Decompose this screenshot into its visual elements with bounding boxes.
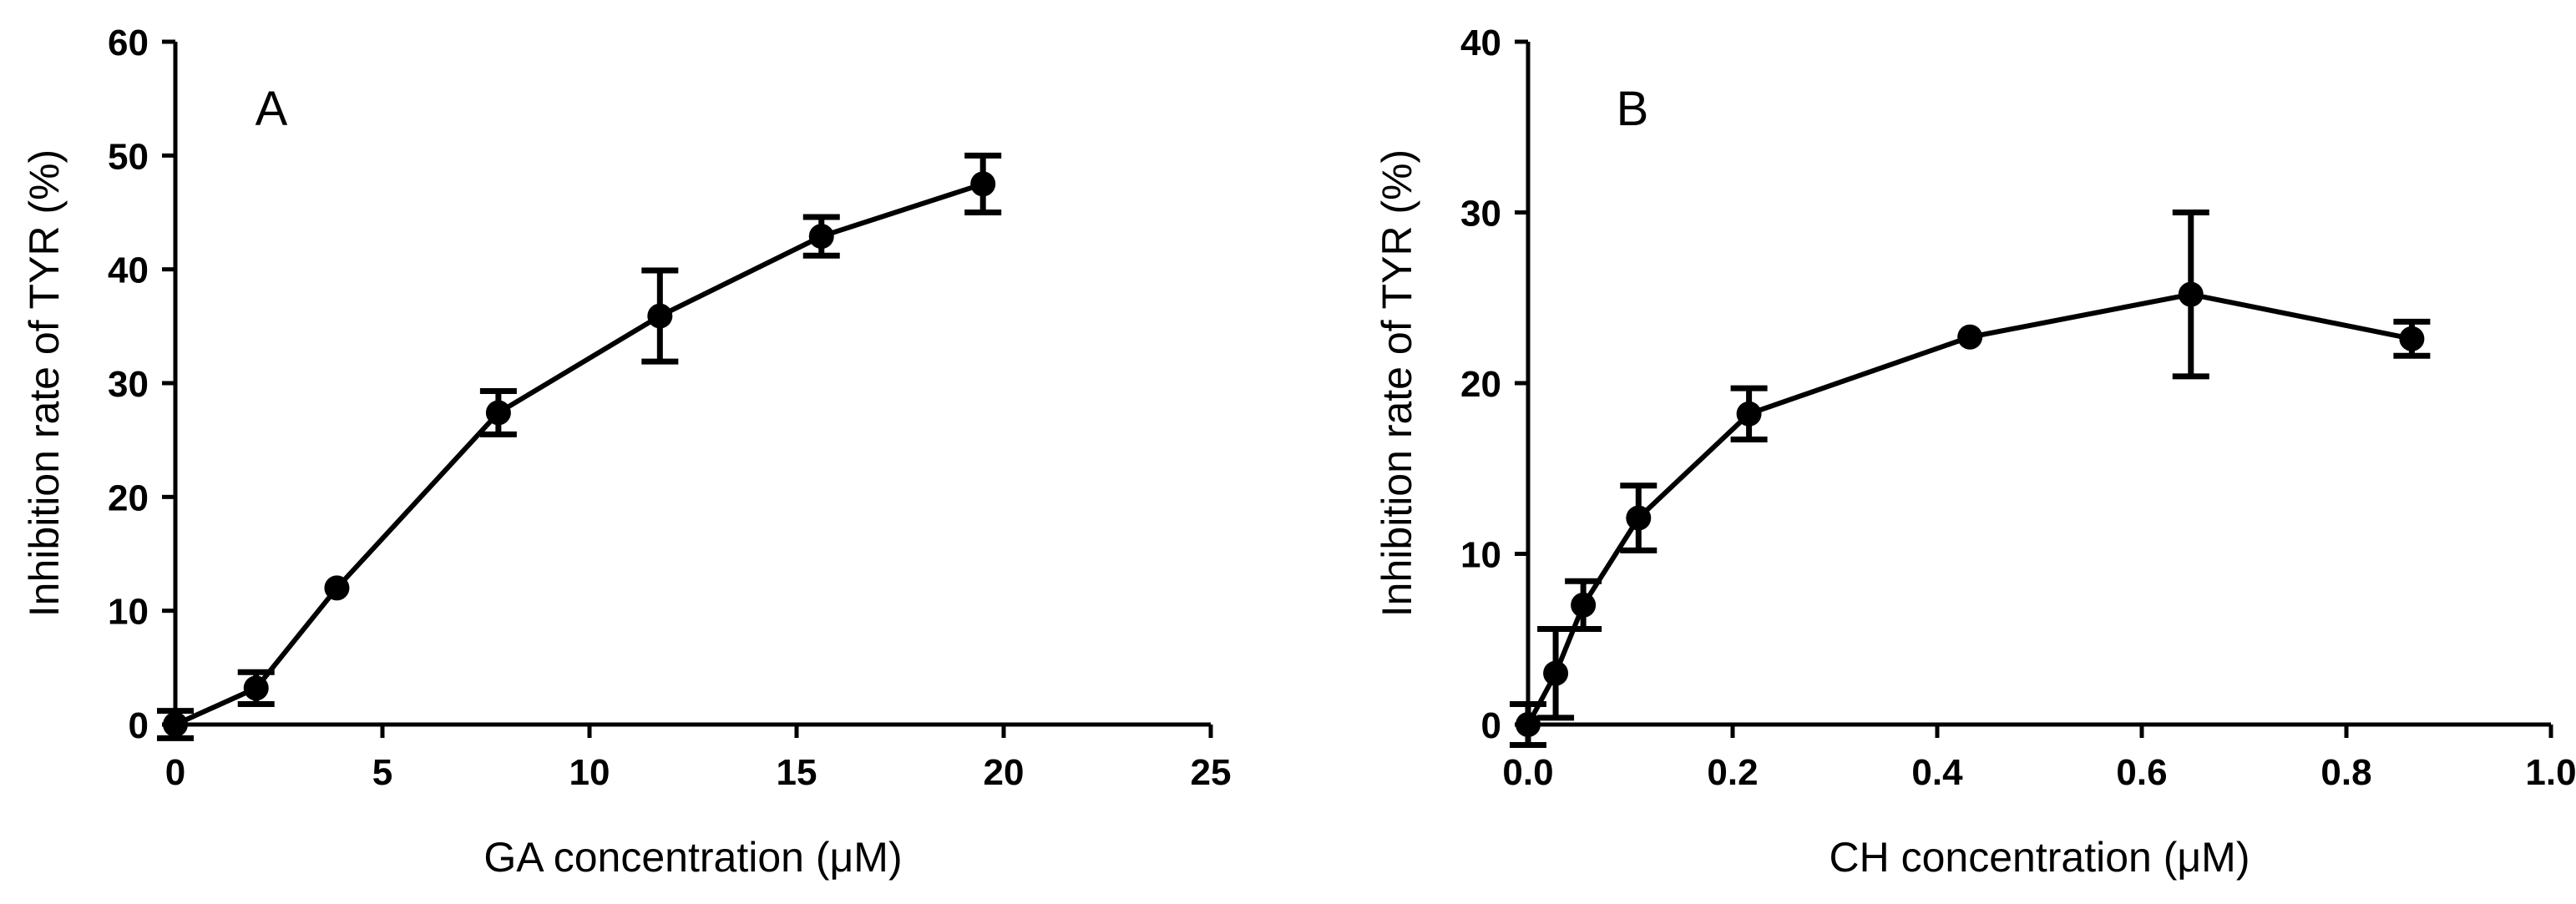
- data-point: [970, 171, 996, 197]
- y-axis-title: Inhibition rate of TYR (%): [21, 149, 68, 617]
- y-tick-label: 30: [1460, 194, 1501, 235]
- x-axis-title: CH concentration (μM): [1830, 834, 2250, 881]
- y-tick-label: 10: [108, 592, 149, 633]
- panel-label: A: [256, 82, 288, 136]
- data-point: [324, 575, 350, 601]
- x-tick-label: 25: [1191, 752, 1232, 793]
- data-point: [243, 675, 269, 701]
- x-tick-label: 1.0: [2525, 752, 2576, 793]
- y-tick-label: 20: [108, 477, 149, 518]
- x-tick-label: 0.2: [1707, 752, 1758, 793]
- x-tick-label: 20: [984, 752, 1025, 793]
- x-tick-label: 5: [372, 752, 392, 793]
- y-tick-label: 40: [1460, 23, 1501, 63]
- data-point: [1957, 324, 1983, 350]
- y-tick-label: 60: [108, 23, 149, 63]
- data-point: [1736, 401, 1762, 427]
- data-point: [485, 400, 511, 426]
- data-point: [1571, 592, 1597, 618]
- panel-label: B: [1617, 82, 1649, 136]
- y-tick-label: 50: [108, 136, 149, 177]
- y-tick-label: 0: [1481, 705, 1501, 746]
- y-tick-label: 10: [1460, 535, 1501, 576]
- y-tick-label: 20: [1460, 364, 1501, 405]
- chart-a: 0 5 10 15 20 25 0 10 20 30 40 50 60 GA concentration …: [21, 23, 1231, 881]
- y-tick-label: 40: [108, 250, 149, 291]
- data-point: [1516, 712, 1541, 737]
- data-point: [647, 303, 673, 329]
- y-axis-title: Inhibition rate of TYR (%): [1374, 149, 1420, 617]
- x-tick-label: 0.6: [2116, 752, 2167, 793]
- data-point: [808, 224, 834, 250]
- series-line: [1526, 291, 2412, 726]
- x-axis-title: GA concentration (μM): [483, 834, 902, 881]
- y-tick-label: 0: [129, 705, 149, 746]
- data-point: [1543, 660, 1569, 686]
- x-tick-label: 15: [777, 752, 817, 793]
- x-tick-label: 0.8: [2320, 752, 2371, 793]
- chart-b: 0.0 0.2 0.4 0.6 0.8 1.0 0 10 20 30 40 CH concentrat…: [1374, 23, 2576, 881]
- data-point: [2399, 326, 2425, 351]
- y-tick-label: 30: [108, 364, 149, 405]
- data-point: [1626, 505, 1652, 531]
- data-point: [163, 712, 188, 737]
- x-tick-label: 10: [569, 752, 610, 793]
- series-line: [174, 181, 984, 727]
- data-point: [2178, 281, 2204, 307]
- x-tick-label: 0.0: [1502, 752, 1553, 793]
- x-tick-label: 0.4: [1911, 752, 1963, 793]
- x-tick-label: 0: [165, 752, 185, 793]
